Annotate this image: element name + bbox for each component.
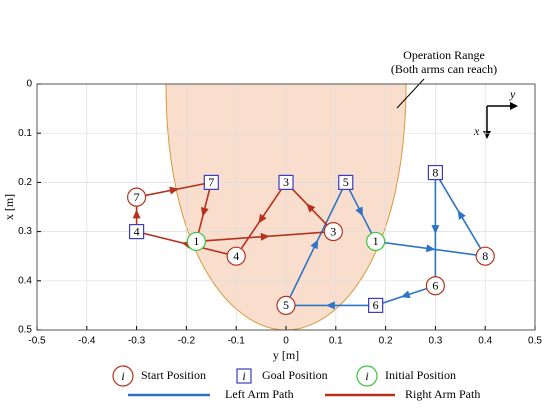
marker	[203, 174, 219, 190]
frame-label: x	[473, 124, 480, 138]
arrow	[400, 290, 411, 299]
arrow	[431, 225, 440, 235]
arrow	[200, 207, 209, 217]
arrow	[169, 186, 179, 195]
arrow	[457, 210, 466, 220]
y-tick-label: 0.4	[18, 275, 32, 286]
annotation: Operation Range	[403, 48, 485, 62]
x-tick-label: -0.4	[78, 336, 96, 347]
marker	[129, 224, 145, 240]
legend-symbol: i	[365, 369, 368, 383]
marker	[186, 231, 206, 252]
x-tick-label: 0.5	[528, 336, 542, 347]
x-tick-label: 0.1	[329, 336, 343, 347]
marker	[368, 297, 384, 313]
arrow	[260, 232, 270, 241]
x-tick-label: -0.5	[28, 336, 46, 347]
y-tick-label: 0.2	[18, 177, 32, 188]
x-tick-label: 0	[283, 336, 289, 347]
frame-label: y	[509, 87, 516, 101]
x-tick-label: 0.2	[379, 336, 393, 347]
marker-label: 8	[482, 249, 488, 263]
legend-label: Start Position	[141, 368, 206, 382]
annotation: (Both arms can reach)	[391, 62, 497, 76]
marker-label: 6	[432, 278, 438, 292]
x-tick-label: 0.3	[428, 336, 442, 347]
frame-indicator	[483, 102, 518, 139]
marker	[427, 164, 443, 181]
arrow	[355, 206, 363, 217]
x-tick-label: 0.4	[478, 336, 492, 347]
y-tick-label: 0.5	[18, 325, 32, 336]
marker	[338, 174, 354, 190]
marker	[276, 295, 296, 315]
marker-label: 5	[283, 298, 289, 312]
legend-symbol: i	[242, 369, 245, 383]
arrow	[310, 239, 319, 250]
arrow	[425, 244, 436, 253]
marker-label: 3	[330, 224, 336, 238]
marker	[475, 246, 495, 266]
legend-label: Right Arm Path	[405, 387, 480, 401]
marker-label: 8	[432, 165, 438, 179]
marker-label: 4	[233, 249, 239, 263]
marker	[127, 187, 147, 207]
x-tick-label: -0.1	[228, 336, 246, 347]
marker	[112, 365, 134, 387]
x-axis-label: y [m]	[273, 348, 299, 362]
legend-label: Goal Position	[262, 368, 328, 382]
marker	[425, 276, 445, 296]
marker	[323, 222, 343, 242]
marker-label: 4	[134, 224, 140, 238]
marker	[236, 368, 252, 384]
y-tick-label: 0.3	[18, 226, 32, 237]
marker-label: 7	[208, 175, 214, 189]
marker-label: 5	[343, 175, 349, 189]
marker	[278, 174, 294, 190]
arrow	[325, 301, 335, 310]
x-tick-label: -0.2	[178, 336, 196, 347]
marker-label: 7	[134, 190, 140, 204]
marker	[226, 246, 246, 266]
arrow	[132, 209, 141, 219]
marker-label: 1	[373, 234, 379, 248]
arrow	[258, 213, 267, 224]
legend-symbol: i	[121, 369, 124, 383]
marker	[366, 231, 386, 252]
marker-label: 3	[283, 175, 289, 189]
marker-label: 6	[373, 298, 379, 312]
x-tick-label: -0.3	[128, 336, 146, 347]
plot-frame	[36, 83, 536, 331]
legend-label: Left Arm Path	[225, 387, 294, 401]
marker	[356, 365, 378, 387]
y-tick-label: 0.1	[18, 128, 32, 139]
arrow	[306, 203, 316, 213]
marker-label: 1	[193, 234, 199, 248]
legend-label: Initial Position	[385, 368, 456, 382]
y-tick-label: 0	[26, 79, 32, 90]
y-axis-label: x [m]	[2, 194, 16, 220]
